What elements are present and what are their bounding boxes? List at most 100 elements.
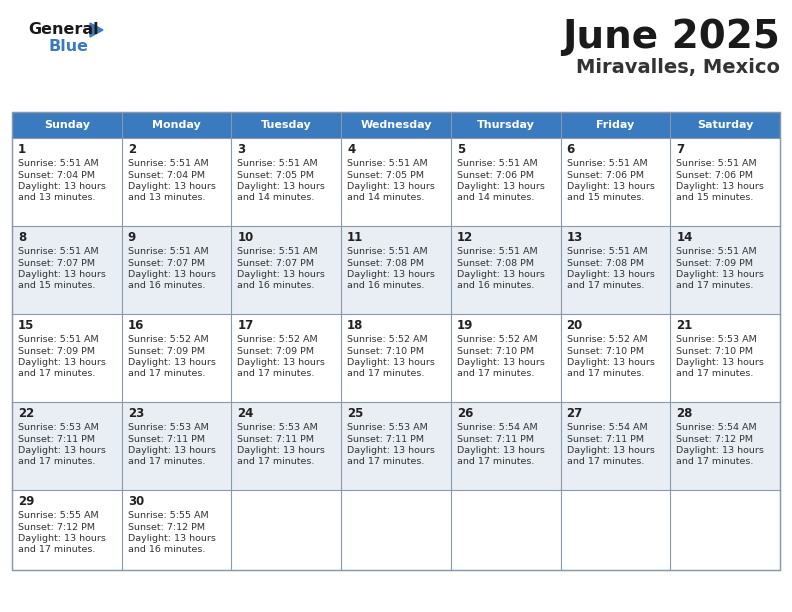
Text: Daylight: 13 hours: Daylight: 13 hours	[18, 270, 106, 279]
Text: Sunset: 7:08 PM: Sunset: 7:08 PM	[457, 258, 534, 267]
Text: Sunset: 7:04 PM: Sunset: 7:04 PM	[18, 171, 95, 179]
Text: Daylight: 13 hours: Daylight: 13 hours	[457, 446, 545, 455]
Text: and 17 minutes.: and 17 minutes.	[238, 458, 314, 466]
Text: Sunset: 7:07 PM: Sunset: 7:07 PM	[18, 258, 95, 267]
Text: and 17 minutes.: and 17 minutes.	[457, 458, 535, 466]
FancyBboxPatch shape	[12, 314, 780, 402]
Text: General: General	[28, 22, 99, 37]
Text: Sunset: 7:10 PM: Sunset: 7:10 PM	[347, 346, 425, 356]
Text: June 2025: June 2025	[562, 18, 780, 56]
Text: Sunrise: 5:51 AM: Sunrise: 5:51 AM	[566, 159, 647, 168]
Text: Daylight: 13 hours: Daylight: 13 hours	[238, 182, 326, 191]
Text: Daylight: 13 hours: Daylight: 13 hours	[676, 270, 764, 279]
Text: and 17 minutes.: and 17 minutes.	[18, 458, 95, 466]
Text: Sunset: 7:09 PM: Sunset: 7:09 PM	[676, 258, 753, 267]
Text: and 17 minutes.: and 17 minutes.	[347, 458, 425, 466]
Text: Sunset: 7:11 PM: Sunset: 7:11 PM	[238, 435, 314, 444]
Text: 30: 30	[128, 495, 144, 508]
Text: Friday: Friday	[596, 120, 634, 130]
Text: Sunrise: 5:53 AM: Sunrise: 5:53 AM	[676, 335, 757, 344]
Text: Sunrise: 5:51 AM: Sunrise: 5:51 AM	[676, 247, 757, 256]
Text: Sunset: 7:12 PM: Sunset: 7:12 PM	[128, 523, 204, 531]
Text: 28: 28	[676, 407, 693, 420]
Text: Daylight: 13 hours: Daylight: 13 hours	[676, 182, 764, 191]
Text: and 15 minutes.: and 15 minutes.	[18, 282, 95, 291]
Text: and 16 minutes.: and 16 minutes.	[457, 282, 535, 291]
Text: Sunrise: 5:53 AM: Sunrise: 5:53 AM	[347, 423, 428, 432]
FancyBboxPatch shape	[122, 112, 231, 138]
Text: Sunrise: 5:51 AM: Sunrise: 5:51 AM	[566, 247, 647, 256]
Text: Daylight: 13 hours: Daylight: 13 hours	[347, 270, 435, 279]
Text: 7: 7	[676, 143, 684, 156]
Text: Wednesday: Wednesday	[360, 120, 432, 130]
Text: Sunset: 7:10 PM: Sunset: 7:10 PM	[566, 346, 644, 356]
Text: Sunrise: 5:51 AM: Sunrise: 5:51 AM	[128, 247, 208, 256]
Text: Sunset: 7:06 PM: Sunset: 7:06 PM	[676, 171, 753, 179]
Text: and 17 minutes.: and 17 minutes.	[676, 458, 754, 466]
FancyBboxPatch shape	[12, 490, 780, 570]
Text: 21: 21	[676, 319, 692, 332]
Text: 2: 2	[128, 143, 136, 156]
Text: Daylight: 13 hours: Daylight: 13 hours	[457, 270, 545, 279]
Text: Sunset: 7:11 PM: Sunset: 7:11 PM	[128, 435, 204, 444]
Text: and 14 minutes.: and 14 minutes.	[457, 193, 535, 203]
Text: Sunset: 7:08 PM: Sunset: 7:08 PM	[566, 258, 644, 267]
Text: Sunset: 7:10 PM: Sunset: 7:10 PM	[457, 346, 534, 356]
Text: Sunset: 7:07 PM: Sunset: 7:07 PM	[238, 258, 314, 267]
Text: and 17 minutes.: and 17 minutes.	[347, 370, 425, 378]
Text: Sunrise: 5:52 AM: Sunrise: 5:52 AM	[128, 335, 208, 344]
Text: and 17 minutes.: and 17 minutes.	[18, 370, 95, 378]
Text: Sunrise: 5:55 AM: Sunrise: 5:55 AM	[128, 511, 208, 520]
Text: Daylight: 13 hours: Daylight: 13 hours	[566, 446, 654, 455]
Text: 8: 8	[18, 231, 26, 244]
Text: Sunset: 7:11 PM: Sunset: 7:11 PM	[457, 435, 534, 444]
Text: 19: 19	[457, 319, 474, 332]
Text: and 17 minutes.: and 17 minutes.	[18, 545, 95, 554]
Text: Sunset: 7:08 PM: Sunset: 7:08 PM	[347, 258, 425, 267]
Text: Daylight: 13 hours: Daylight: 13 hours	[347, 446, 435, 455]
Text: Sunset: 7:11 PM: Sunset: 7:11 PM	[18, 435, 95, 444]
Text: Daylight: 13 hours: Daylight: 13 hours	[347, 358, 435, 367]
FancyBboxPatch shape	[12, 402, 780, 490]
Text: 18: 18	[347, 319, 364, 332]
Text: and 16 minutes.: and 16 minutes.	[347, 282, 425, 291]
Text: Sunrise: 5:52 AM: Sunrise: 5:52 AM	[566, 335, 647, 344]
Text: 5: 5	[457, 143, 465, 156]
Text: Miravalles, Mexico: Miravalles, Mexico	[576, 58, 780, 77]
Text: Daylight: 13 hours: Daylight: 13 hours	[238, 358, 326, 367]
Text: Daylight: 13 hours: Daylight: 13 hours	[128, 270, 215, 279]
Text: Daylight: 13 hours: Daylight: 13 hours	[238, 270, 326, 279]
Text: and 17 minutes.: and 17 minutes.	[457, 370, 535, 378]
Text: and 14 minutes.: and 14 minutes.	[347, 193, 425, 203]
FancyBboxPatch shape	[561, 112, 670, 138]
Text: and 13 minutes.: and 13 minutes.	[128, 193, 205, 203]
FancyBboxPatch shape	[670, 112, 780, 138]
Text: Sunset: 7:06 PM: Sunset: 7:06 PM	[457, 171, 534, 179]
Text: 3: 3	[238, 143, 246, 156]
Text: Daylight: 13 hours: Daylight: 13 hours	[566, 182, 654, 191]
Text: Monday: Monday	[152, 120, 201, 130]
FancyBboxPatch shape	[12, 112, 122, 138]
Text: 14: 14	[676, 231, 693, 244]
Text: Daylight: 13 hours: Daylight: 13 hours	[676, 358, 764, 367]
Text: Sunrise: 5:51 AM: Sunrise: 5:51 AM	[18, 247, 99, 256]
Text: Sunrise: 5:51 AM: Sunrise: 5:51 AM	[18, 335, 99, 344]
Text: 20: 20	[566, 319, 583, 332]
Text: 1: 1	[18, 143, 26, 156]
Text: Sunrise: 5:52 AM: Sunrise: 5:52 AM	[457, 335, 538, 344]
Text: and 16 minutes.: and 16 minutes.	[128, 545, 205, 554]
FancyBboxPatch shape	[12, 226, 780, 314]
Text: Sunrise: 5:55 AM: Sunrise: 5:55 AM	[18, 511, 99, 520]
Text: Sunrise: 5:51 AM: Sunrise: 5:51 AM	[18, 159, 99, 168]
Text: and 16 minutes.: and 16 minutes.	[238, 282, 314, 291]
Text: and 17 minutes.: and 17 minutes.	[566, 282, 644, 291]
Text: Sunrise: 5:52 AM: Sunrise: 5:52 AM	[238, 335, 318, 344]
Text: Daylight: 13 hours: Daylight: 13 hours	[128, 534, 215, 543]
Text: Daylight: 13 hours: Daylight: 13 hours	[18, 534, 106, 543]
Text: Saturday: Saturday	[697, 120, 753, 130]
Text: and 14 minutes.: and 14 minutes.	[238, 193, 314, 203]
Text: Sunset: 7:04 PM: Sunset: 7:04 PM	[128, 171, 204, 179]
Text: Daylight: 13 hours: Daylight: 13 hours	[128, 358, 215, 367]
Text: and 17 minutes.: and 17 minutes.	[676, 282, 754, 291]
Text: and 15 minutes.: and 15 minutes.	[676, 193, 754, 203]
